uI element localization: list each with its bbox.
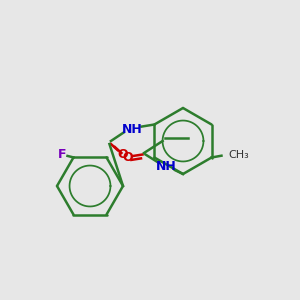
Text: NH: NH — [156, 160, 177, 173]
Text: O: O — [122, 151, 133, 164]
Text: NH: NH — [122, 122, 142, 136]
Text: F: F — [58, 148, 66, 161]
Text: O: O — [118, 148, 128, 161]
Text: CH₃: CH₃ — [228, 149, 249, 160]
